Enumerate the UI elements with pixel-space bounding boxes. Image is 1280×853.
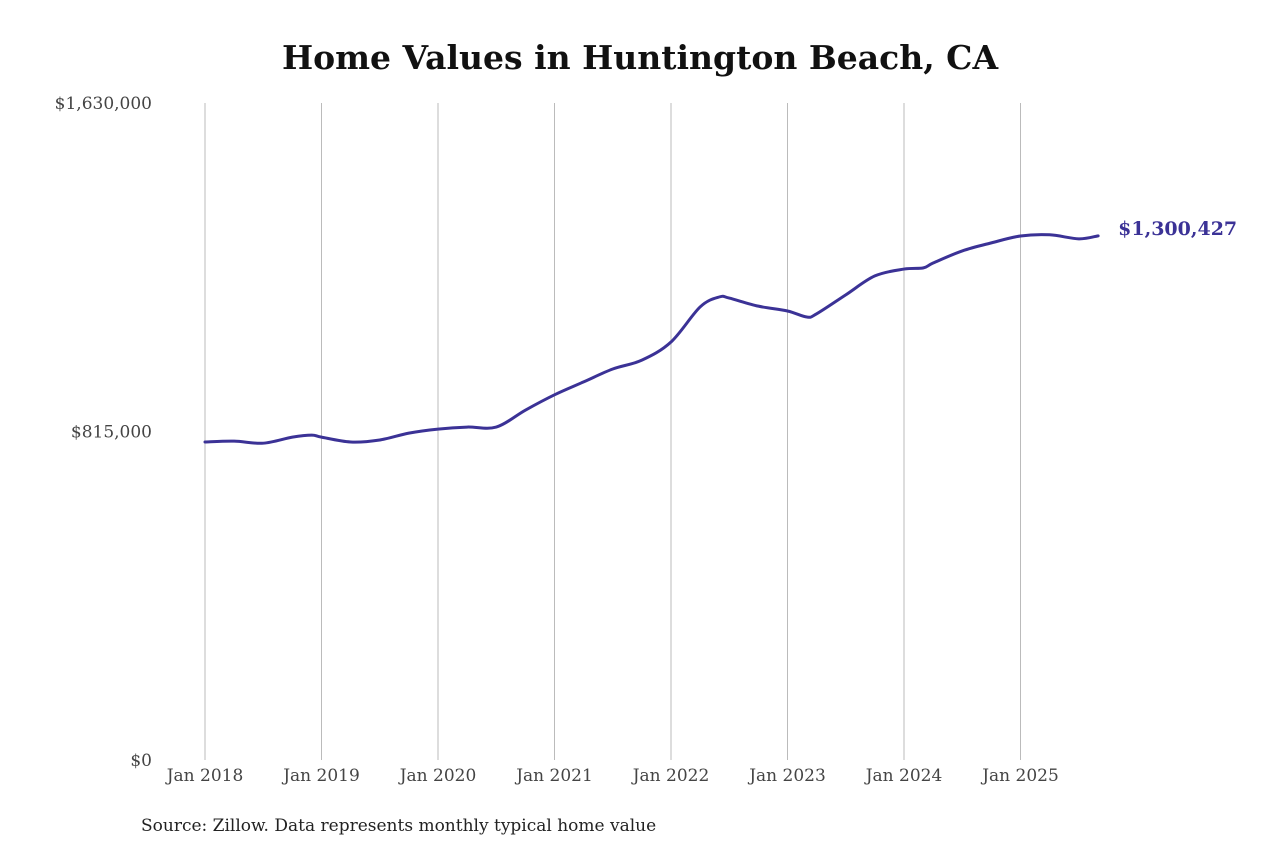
x-tick-label: Jan 2018 bbox=[165, 766, 244, 786]
end-value-label: $1,300,427 bbox=[1118, 218, 1237, 240]
x-tick-label: Jan 2019 bbox=[281, 766, 360, 786]
y-tick-label: $1,630,000 bbox=[55, 94, 152, 114]
y-tick-label: $0 bbox=[130, 751, 152, 771]
y-tick-label: $815,000 bbox=[71, 423, 152, 443]
x-tick-label: Jan 2024 bbox=[864, 766, 943, 786]
x-tick-label: Jan 2022 bbox=[631, 766, 710, 786]
x-tick-label: Jan 2025 bbox=[980, 766, 1059, 786]
chart-title: Home Values in Huntington Beach, CA bbox=[281, 38, 999, 77]
x-tick-label: Jan 2023 bbox=[747, 766, 826, 786]
x-tick-label: Jan 2020 bbox=[398, 766, 477, 786]
source-note: Source: Zillow. Data represents monthly … bbox=[141, 816, 657, 836]
series-line bbox=[203, 233, 1100, 445]
x-tick-label: Jan 2021 bbox=[514, 766, 593, 786]
